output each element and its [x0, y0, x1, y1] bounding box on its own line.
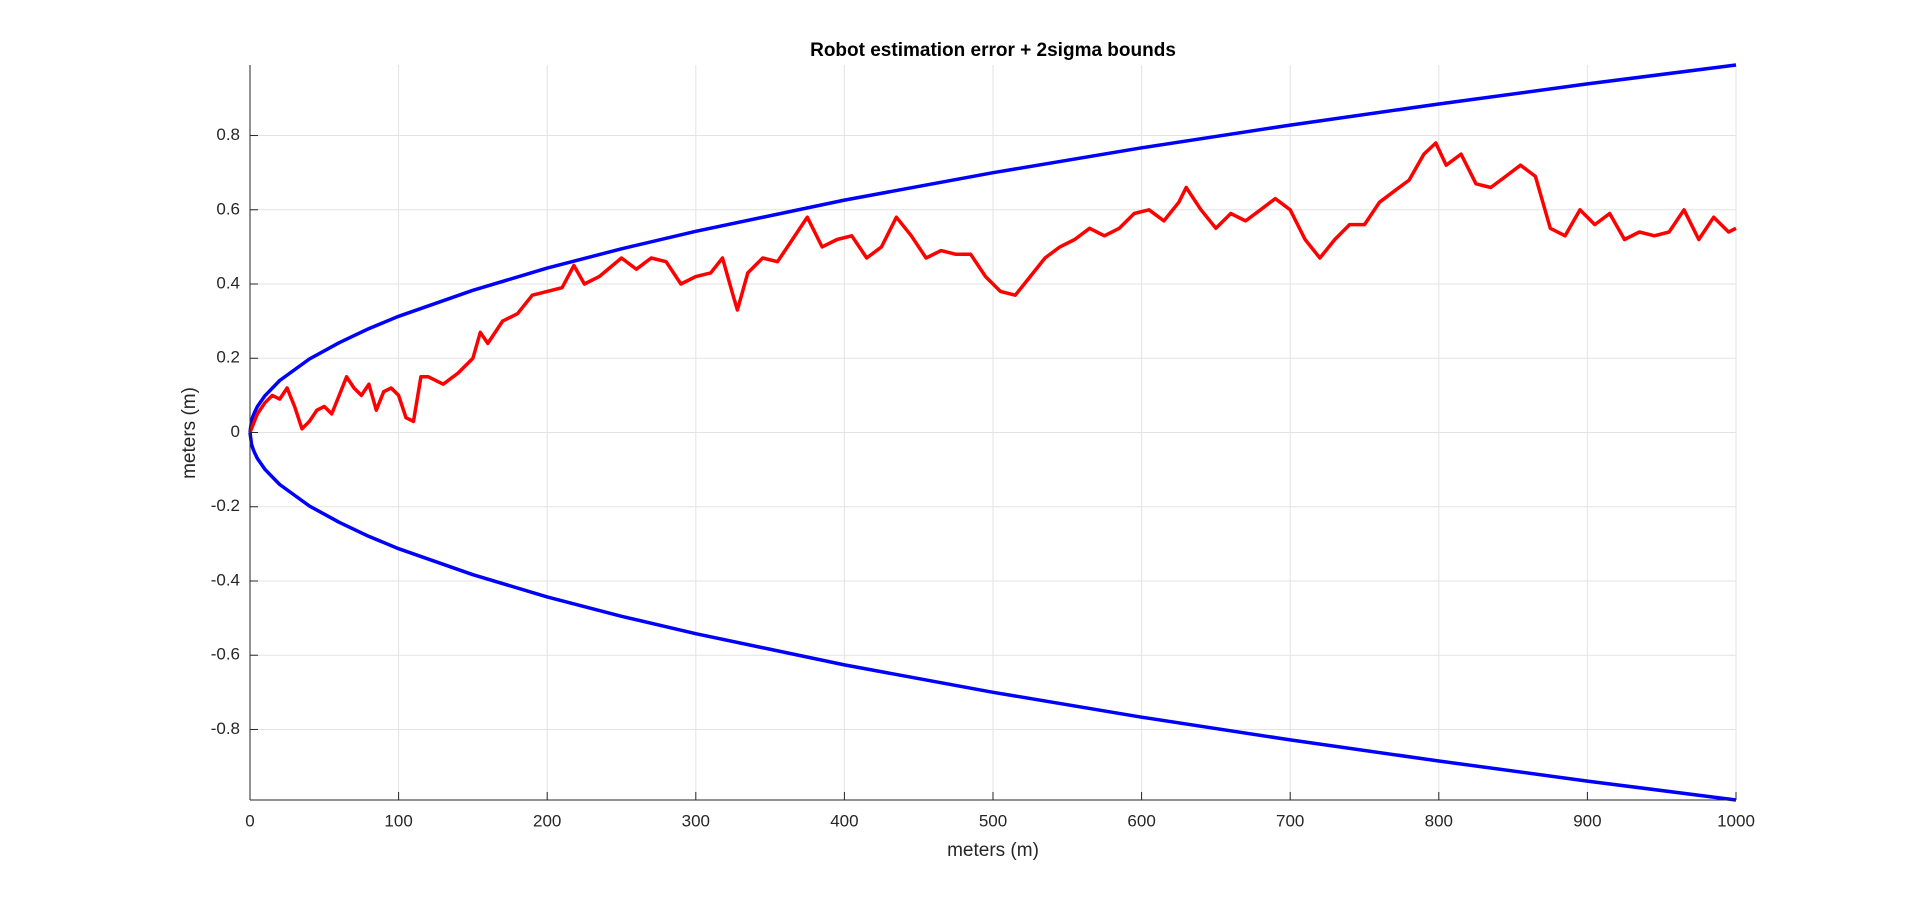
y-tick-label: 0.8	[216, 125, 240, 144]
y-tick-label: 0.4	[216, 273, 240, 292]
plot-lines	[248, 63, 1737, 802]
y-tick-label: 0	[231, 422, 240, 441]
data-line	[248, 63, 1737, 433]
x-tick-label: 500	[979, 811, 1007, 830]
x-tick-label: 800	[1425, 811, 1453, 830]
y-tick-label: -0.2	[211, 496, 240, 515]
y-tick-label: 0.2	[216, 348, 240, 367]
x-tick-label: 1000	[1717, 811, 1755, 830]
x-tick-label: 400	[830, 811, 858, 830]
data-line	[248, 141, 1737, 434]
x-tick-label: 0	[245, 811, 254, 830]
x-tick-label: 600	[1127, 811, 1155, 830]
x-tick-label: 100	[384, 811, 412, 830]
y-tick-label: 0.6	[216, 199, 240, 218]
x-tick-label: 900	[1573, 811, 1601, 830]
x-axis-label: meters (m)	[947, 840, 1039, 861]
x-tick-label: 200	[533, 811, 561, 830]
y-tick-label: -0.4	[211, 570, 240, 589]
data-line	[248, 432, 1737, 802]
y-tick-label: -0.8	[211, 719, 240, 738]
chart-title: Robot estimation error + 2sigma bounds	[810, 40, 1176, 61]
x-tick-label: 700	[1276, 811, 1304, 830]
x-tick-label: 300	[682, 811, 710, 830]
y-tick-label: -0.6	[211, 645, 240, 664]
axes: 0 100 200 300 400 500 600 700 800 900 1000 -0.8 -0.6…	[211, 65, 1755, 830]
grid	[249, 65, 1737, 800]
y-axis-label: meters (m)	[179, 387, 200, 479]
